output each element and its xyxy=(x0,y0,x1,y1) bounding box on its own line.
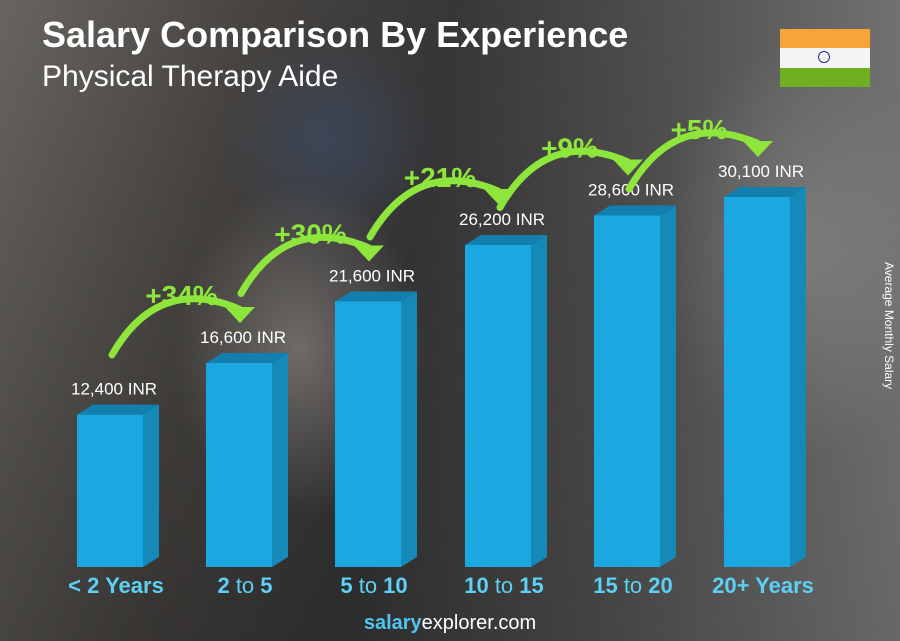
category-label-3: 10 to 15 xyxy=(464,573,544,598)
bar-side-3 xyxy=(531,234,547,568)
india-flag-icon xyxy=(780,29,870,87)
change-label-0: +34% xyxy=(145,280,217,311)
change-arrow-3 xyxy=(496,147,631,211)
bar-top-3 xyxy=(465,234,547,245)
category-label-1: 2 to 5 xyxy=(217,573,272,598)
footer-brand[interactable]: salaryexplorer.com xyxy=(0,612,900,635)
chart-subtitle: Physical Therapy Aide xyxy=(42,60,339,93)
value-label-0: 12,400 INR xyxy=(71,380,157,399)
chart-title: Salary Comparison By Experience xyxy=(42,14,629,55)
change-arrow-4 xyxy=(625,129,761,193)
bar-top-0 xyxy=(77,404,159,415)
value-label-1: 16,600 INR xyxy=(200,328,286,347)
bar-side-5 xyxy=(790,187,806,567)
category-label-4: 15 to 20 xyxy=(593,573,673,598)
change-arrow-1 xyxy=(237,233,372,297)
arrow-head-icon xyxy=(743,141,773,157)
category-label-2: 5 to 10 xyxy=(340,573,407,598)
bar-5 xyxy=(724,197,790,567)
change-label-2: +21% xyxy=(404,162,476,193)
bar-side-4 xyxy=(660,205,676,567)
value-label-2: 21,600 INR xyxy=(329,266,415,285)
bar-1 xyxy=(206,362,272,567)
change-arrow-0 xyxy=(108,295,243,359)
bar-side-1 xyxy=(272,352,288,567)
category-label-0: < 2 Years xyxy=(68,573,164,598)
bar-3 xyxy=(465,244,531,568)
bar-side-2 xyxy=(401,291,417,567)
bar-2 xyxy=(335,301,401,567)
change-label-4: +5% xyxy=(671,114,728,145)
bar-side-0 xyxy=(143,404,159,567)
bar-top-4 xyxy=(594,205,676,216)
category-label-5: 20+ Years xyxy=(712,573,814,598)
change-arrow-2 xyxy=(366,177,502,241)
bar-0 xyxy=(77,414,143,567)
bar-top-1 xyxy=(206,352,288,363)
bar-4 xyxy=(594,215,660,567)
brand-bold: salary xyxy=(363,612,422,634)
y-axis-label: Average Monthly Salary xyxy=(882,262,896,390)
bar-top-5 xyxy=(724,187,806,197)
value-label-5: 30,100 INR xyxy=(718,162,804,181)
arrow-head-icon xyxy=(225,306,255,323)
change-label-1: +30% xyxy=(274,218,346,249)
brand-rest: explorer.com xyxy=(421,612,537,634)
arrow-head-icon xyxy=(354,245,384,262)
arrow-head-icon xyxy=(613,159,643,176)
change-label-3: +9% xyxy=(541,132,598,163)
bar-top-2 xyxy=(335,291,417,302)
value-label-3: 26,200 INR xyxy=(459,210,545,229)
